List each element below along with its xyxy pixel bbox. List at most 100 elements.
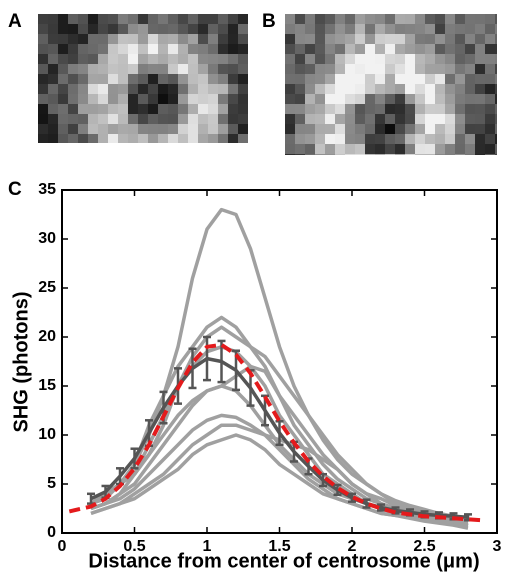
pixel (188, 124, 198, 134)
pixel (188, 104, 198, 114)
pixel (188, 44, 198, 54)
pixel (178, 114, 188, 124)
pixel (315, 154, 325, 155)
pixel (395, 124, 405, 134)
pixel (415, 34, 425, 44)
pixel (465, 154, 475, 155)
pixel (445, 54, 455, 64)
pixel (188, 34, 198, 44)
pixel (335, 134, 345, 144)
pixel (405, 24, 415, 34)
pixel (385, 124, 395, 134)
pixel (365, 14, 375, 24)
pixel (78, 64, 88, 74)
pixel (58, 124, 68, 134)
pixel (138, 74, 148, 84)
pixel (355, 104, 365, 114)
pixel (445, 24, 455, 34)
pixel (228, 134, 238, 143)
pixel (68, 64, 78, 74)
pixel (495, 24, 497, 34)
pixel (218, 54, 228, 64)
pixel (455, 14, 465, 24)
pixel (108, 114, 118, 124)
pixel (465, 64, 475, 74)
pixel (405, 134, 415, 144)
pixel (445, 14, 455, 24)
trace-line (90, 325, 469, 522)
pixel (148, 14, 158, 24)
pixel (218, 134, 228, 143)
pixel (495, 94, 497, 104)
pixel (475, 134, 485, 144)
pixel (218, 64, 228, 74)
pixel (58, 94, 68, 104)
pixel (58, 104, 68, 114)
pixel (188, 84, 198, 94)
pixel (48, 14, 58, 24)
pixel (455, 64, 465, 74)
pixel (208, 94, 218, 104)
pixel (465, 54, 475, 64)
pixel (455, 74, 465, 84)
pixel (118, 34, 128, 44)
pixel (48, 114, 58, 124)
pixel (148, 74, 158, 84)
pixel (355, 144, 365, 154)
pixel (38, 104, 48, 114)
pixel (485, 94, 495, 104)
pixel (228, 34, 238, 44)
pixel (345, 84, 355, 94)
pixel (285, 134, 295, 144)
pixel (128, 24, 138, 34)
pixel (208, 54, 218, 64)
pixel (315, 44, 325, 54)
pixel (228, 84, 238, 94)
x-tick-label: 2 (348, 538, 357, 555)
pixel (158, 54, 168, 64)
pixel (365, 104, 375, 114)
pixel (475, 74, 485, 84)
pixel (365, 54, 375, 64)
pixel (98, 124, 108, 134)
pixel (68, 34, 78, 44)
pixel (98, 14, 108, 24)
pixel (375, 34, 385, 44)
pixel (238, 44, 248, 54)
pixel (495, 144, 497, 154)
pixel (325, 114, 335, 124)
pixel (118, 24, 128, 34)
pixel (295, 34, 305, 44)
pixel (218, 124, 228, 134)
pixel (305, 54, 315, 64)
y-tick-label: 35 (38, 181, 56, 198)
pixel (128, 14, 138, 24)
pixel (395, 144, 405, 154)
pixel (405, 34, 415, 44)
pixel (198, 114, 208, 124)
pixel (228, 124, 238, 134)
pixel (335, 24, 345, 34)
pixel (335, 34, 345, 44)
pixel (345, 14, 355, 24)
pixel (305, 144, 315, 154)
pixel (405, 94, 415, 104)
pixel (148, 34, 158, 44)
pixel (365, 24, 375, 34)
pixel (405, 64, 415, 74)
pixel (88, 134, 98, 143)
pixel (48, 44, 58, 54)
pixel (168, 44, 178, 54)
pixel (375, 14, 385, 24)
pixel (148, 64, 158, 74)
pixel (475, 154, 485, 155)
pixel (415, 54, 425, 64)
pixel (325, 14, 335, 24)
pixel (88, 104, 98, 114)
pixel (445, 84, 455, 94)
pixel (355, 64, 365, 74)
pixel (78, 94, 88, 104)
pixel (238, 134, 248, 143)
pixel (285, 64, 295, 74)
pixel (305, 74, 315, 84)
